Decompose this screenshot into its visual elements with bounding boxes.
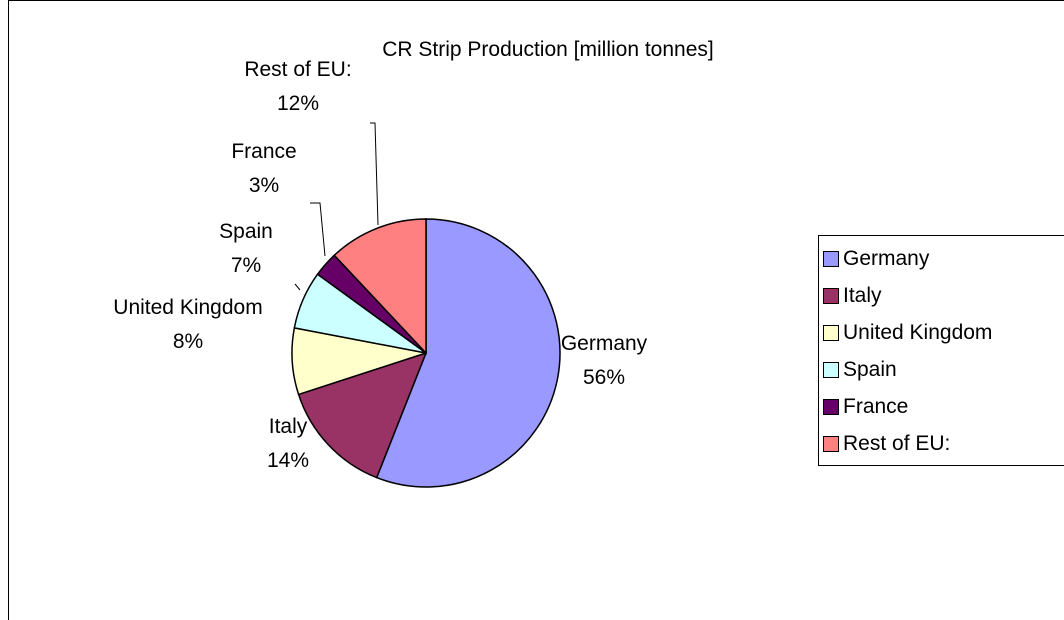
data-label: Spain 7% xyxy=(219,220,273,277)
legend: Germany Italy United Kingdom Spain France Res… xyxy=(818,235,1064,466)
leader-line xyxy=(310,202,326,257)
legend-swatch xyxy=(823,324,839,341)
legend-label: Italy xyxy=(843,283,882,307)
legend-label: Rest of EU: xyxy=(843,431,951,455)
legend-label: United Kingdom xyxy=(843,320,993,344)
pie-slice-germany xyxy=(375,218,561,488)
data-label: United Kingdom 8% xyxy=(113,296,262,353)
data-label: Germany 56% xyxy=(561,332,648,389)
legend-item: France xyxy=(819,388,1064,425)
legend-swatch xyxy=(823,398,839,415)
legend-swatch xyxy=(823,287,839,304)
data-label: Italy 14% xyxy=(267,415,309,472)
legend-item: United Kingdom xyxy=(819,314,1064,351)
legend-item: Germany xyxy=(819,240,1064,277)
legend-item: Spain xyxy=(819,351,1064,388)
legend-swatch xyxy=(823,250,839,267)
leader-line xyxy=(294,283,301,291)
data-label: France 3% xyxy=(231,140,296,197)
legend-swatch xyxy=(823,361,839,378)
chart-area xyxy=(8,0,1064,620)
chart-title: CR Strip Production [million tonnes] xyxy=(382,38,714,61)
data-label: Rest of EU: 12% xyxy=(244,58,351,115)
leader-line xyxy=(370,122,379,226)
legend-label: Germany xyxy=(843,246,930,270)
legend-item: Italy xyxy=(819,277,1064,314)
legend-label: France xyxy=(843,394,909,418)
legend-label: Spain xyxy=(843,357,897,381)
legend-swatch xyxy=(823,435,839,452)
legend-item: Rest of EU: xyxy=(819,425,1064,462)
pie-slice-rest-of-eu xyxy=(333,218,427,355)
